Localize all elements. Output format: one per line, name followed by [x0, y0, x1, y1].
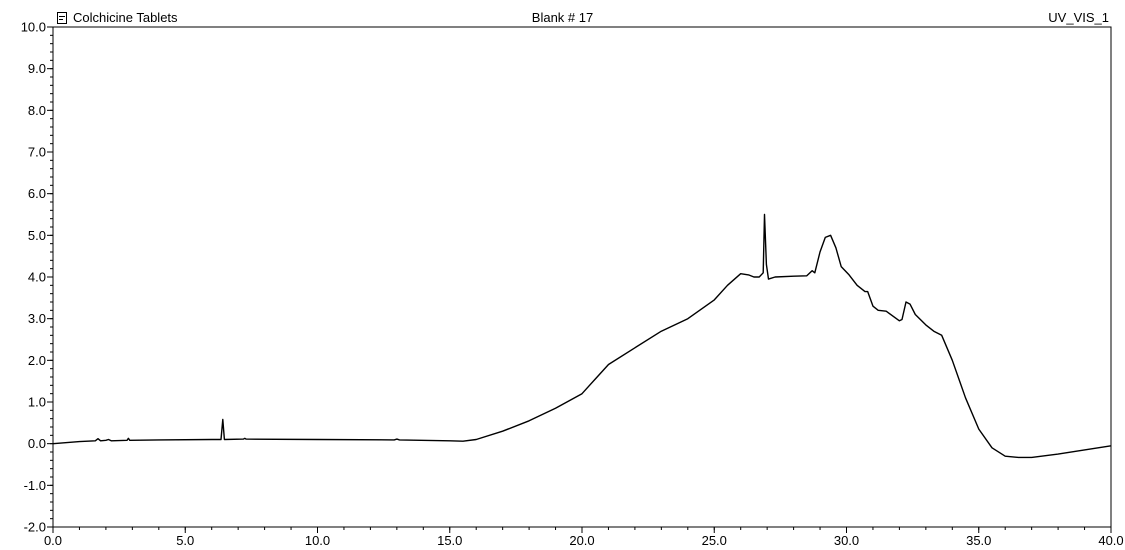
x-tick-label: 10.0 — [305, 533, 330, 548]
y-tick-label: 4.0 — [28, 270, 46, 285]
y-tick-label: 0.0 — [28, 436, 46, 451]
y-tick-label: -2.0 — [24, 520, 46, 535]
y-tick-label: 2.0 — [28, 353, 46, 368]
y-tick-label: 9.0 — [28, 61, 46, 76]
x-tick-label: 40.0 — [1098, 533, 1123, 548]
chromatogram-trace — [52, 213, 1112, 459]
x-tick-label: 35.0 — [966, 533, 991, 548]
x-tick-label: 15.0 — [437, 533, 462, 548]
y-tick-label: 10.0 — [21, 20, 46, 35]
x-tick-label: 25.0 — [702, 533, 727, 548]
channel-label: UV_VIS_1 — [1048, 10, 1109, 25]
y-tick-label: 7.0 — [28, 145, 46, 160]
y-tick-label: 5.0 — [28, 228, 46, 243]
chromatogram-header: Colchicine Tablets Blank # 17 UV_VIS_1 — [0, 0, 1125, 26]
y-tick-label: -1.0 — [24, 478, 46, 493]
y-tick-label: 1.0 — [28, 395, 46, 410]
y-tick-label: 3.0 — [28, 311, 46, 326]
x-tick-label: 30.0 — [834, 533, 859, 548]
x-tick-label: 5.0 — [176, 533, 194, 548]
x-tick-label: 20.0 — [569, 533, 594, 548]
document-icon — [57, 11, 67, 24]
plot-frame — [52, 26, 1112, 528]
injection-label: Blank # 17 — [531, 10, 594, 25]
y-tick-label: 6.0 — [28, 186, 46, 201]
y-tick-label: 8.0 — [28, 103, 46, 118]
sample-title: Colchicine Tablets — [57, 10, 178, 25]
sample-name: Colchicine Tablets — [73, 10, 178, 25]
x-tick-label: 0.0 — [44, 533, 62, 548]
